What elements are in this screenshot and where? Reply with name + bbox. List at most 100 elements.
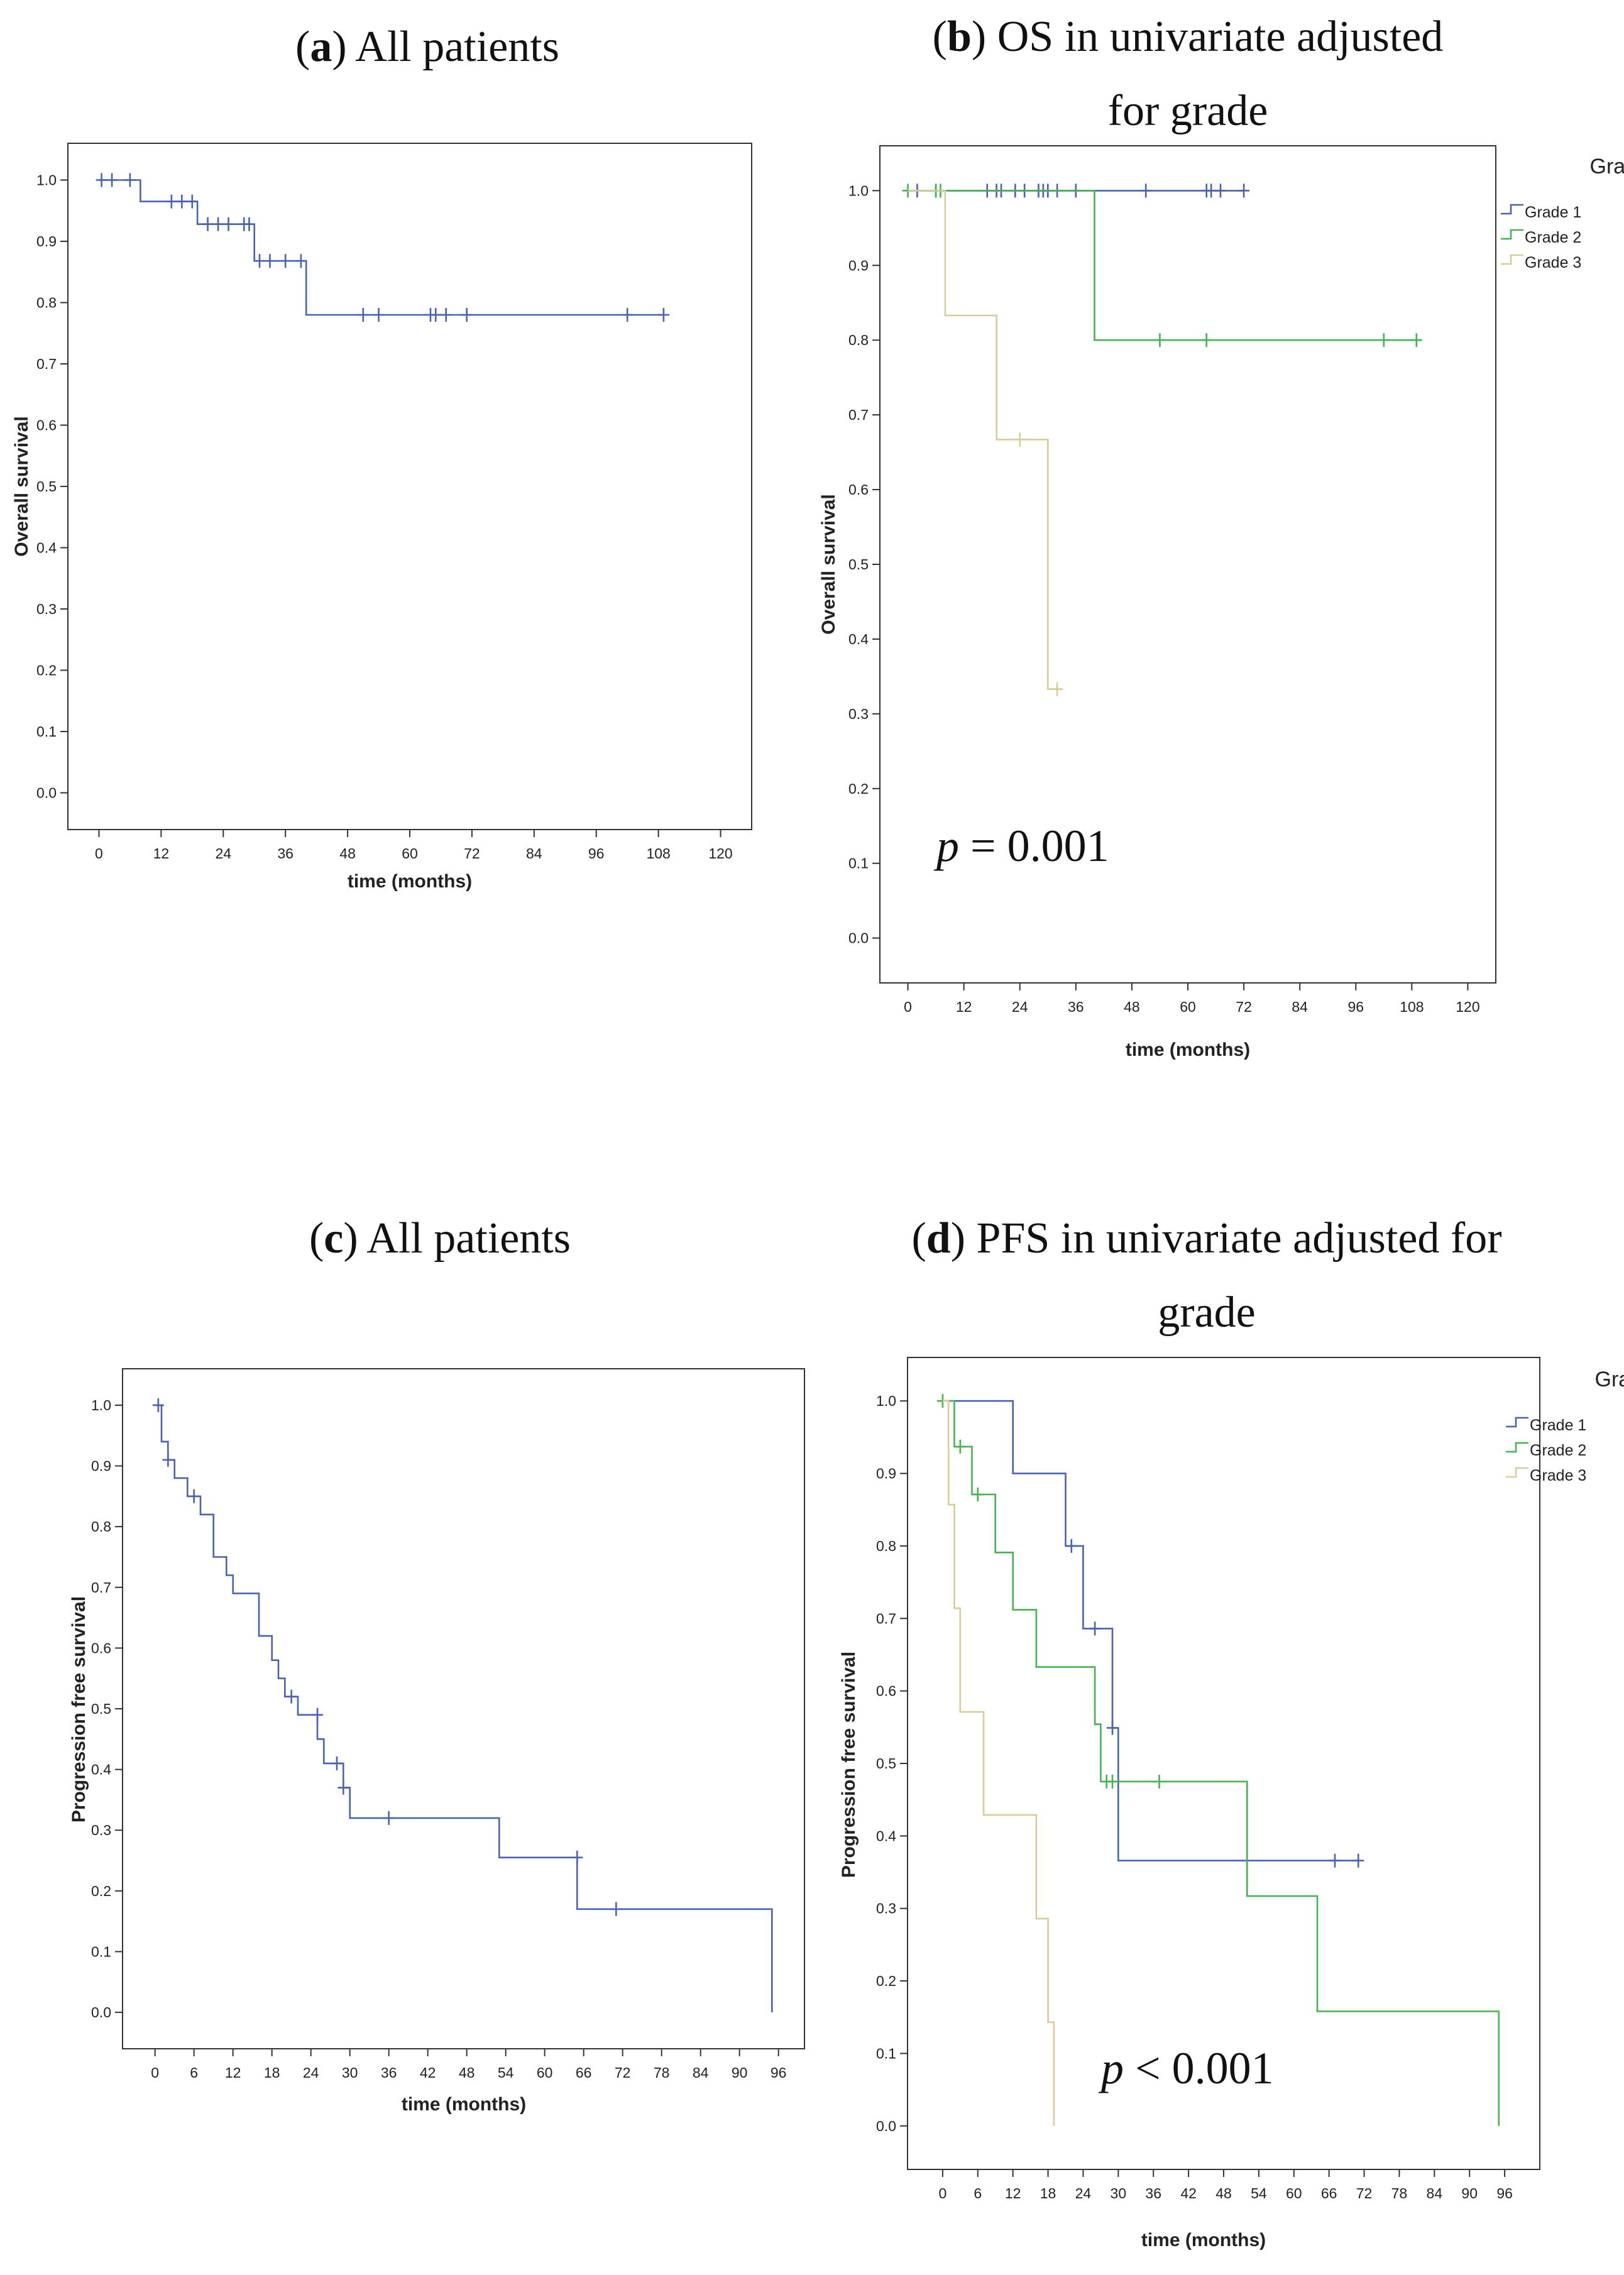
x-tick-label: 42 [1180,2185,1197,2201]
y-tick-label: 0.4 [876,1828,896,1844]
y-tick-label: 0.0 [848,930,869,946]
y-tick-label: 0.5 [848,556,869,573]
y-tick-label: 0.6 [91,1640,111,1656]
y-tick-label: 0.9 [91,1458,111,1474]
x-tick-label: 84 [1427,2185,1443,2201]
y-tick-label: 1.0 [876,1393,896,1409]
censor-mark [312,1708,323,1722]
x-tick-label: 54 [498,2064,514,2081]
censor-mark [1154,333,1166,348]
legend-entry: Grade 2 [1525,229,1581,246]
censor-mark [440,308,452,322]
censor-mark [1065,1538,1077,1553]
y-tick-label: 0.9 [876,1466,896,1482]
x-tick-label: 48 [339,845,356,862]
y-tick-label: 0.0 [36,785,57,801]
censor-mark [212,217,224,231]
legend-swatch [1506,1467,1528,1478]
x-tick-label: 96 [771,2064,787,2081]
x-tick-label: 72 [464,845,480,862]
y-axis-label: Overall survival [818,494,839,634]
y-tick-label: 0.1 [91,1943,111,1960]
legend-entry: Grade 3 [1525,254,1581,271]
censor-mark [430,308,442,322]
chart-a-frame [67,143,752,830]
x-tick-label: 0 [938,2185,946,2201]
x-axis-label: time (months) [1126,1039,1250,1060]
x-axis-label: time (months) [402,2094,526,2115]
x-tick-label: 96 [1347,999,1364,1015]
y-tick-label: 0.5 [876,1755,896,1772]
censor-mark [222,217,234,231]
x-axis-label: time (months) [1141,2230,1266,2250]
chart-d: 0.0 0.1 0.2 0.3 0.4 0.5 0.6 0.7 0.8 0.9 1.0 0 6 12 18 2… [838,1357,1624,2250]
x-tick-label: 96 [1496,2185,1513,2201]
censor-mark [295,254,307,268]
panel-c-title-text: All patients [366,1214,571,1263]
x-tick-label: 60 [1286,2185,1302,2201]
panel-b-pvalue-text: = 0.001 [970,821,1109,871]
censor-mark [264,254,276,268]
panel-b-pvalue-symbol: p [936,821,959,871]
x-tick-label: 66 [576,2064,592,2081]
censor-mark [622,308,634,322]
censor-mark [1107,1721,1119,1735]
x-axis-label: time (months) [348,871,472,892]
y-tick-label: 0.8 [91,1518,111,1535]
x-tick-label: 84 [526,845,542,862]
censor-mark [96,173,107,187]
x-tick-label: 108 [1400,999,1424,1015]
y-tick-label: 0.0 [876,2118,896,2134]
chart-b-frame [879,145,1496,984]
y-tick-label: 0.3 [36,601,57,617]
x-tick-label: 78 [654,2064,670,2081]
censor-mark [186,194,198,209]
censor-mark [357,308,369,322]
x-tick-label: 72 [1356,2185,1373,2201]
y-axis-label: Progression free survival [838,1652,859,1878]
panel-b-title-line2: for grade [1107,87,1268,135]
panel-b-title-line1: (b) OS in univariate adjusted [932,13,1444,61]
y-tick-label: 0.7 [36,356,57,372]
series-line-grade-3 [942,1400,1055,2126]
y-tick-label: 1.0 [848,182,869,199]
y-tick-label: 0.9 [36,233,57,249]
censor-mark [610,1902,622,1916]
censor-mark [373,308,385,322]
panel-d-title-line1: (d) PFS in univariate adjusted for [911,1214,1502,1263]
series-line-grade-2 [942,1400,1500,2126]
censor-mark [954,1439,966,1454]
y-tick-label: 0.5 [36,478,57,495]
censor-mark [188,1489,200,1503]
censor-mark [1352,1853,1364,1868]
legend-entry: Grade 1 [1525,204,1581,221]
censor-mark [162,1452,174,1467]
censor-mark [253,254,265,268]
y-tick-label: 0.4 [848,631,869,647]
x-tick-label: 96 [588,845,605,862]
x-tick-label: 84 [693,2064,709,2081]
censor-mark [972,1488,984,1502]
x-tick-label: 54 [1251,2185,1267,2201]
y-tick-label: 0.6 [848,481,869,498]
x-tick-label: 78 [1391,2185,1408,2201]
x-tick-label: 24 [1075,2185,1092,2201]
panel-b-letter: b [946,13,972,61]
censor-mark [1200,333,1212,348]
censor-mark [243,217,255,231]
panel-a-title-text: All patients [355,23,559,71]
legend-entry: Grade 3 [1530,1467,1586,1484]
y-axis-label: Overall survival [11,416,32,556]
censor-mark [285,1689,297,1704]
panel-a-letter: a [310,23,332,71]
x-tick-label: 36 [381,2064,397,2081]
legend-swatch [1506,1442,1528,1453]
censor-mark [1107,1774,1119,1789]
censor-mark [1214,184,1226,198]
legend-title: Grade [1590,155,1624,178]
x-tick-label: 36 [277,845,294,862]
x-tick-label: 36 [1145,2185,1161,2201]
censor-mark [1410,333,1422,348]
legend-swatch [1506,1417,1528,1428]
y-tick-label: 0.1 [848,855,869,872]
